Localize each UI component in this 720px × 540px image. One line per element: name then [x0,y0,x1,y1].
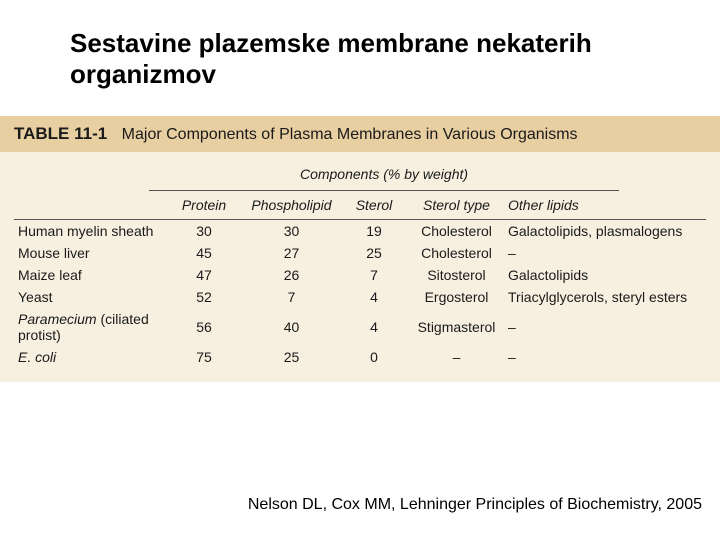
cell-sterol_type: Cholesterol [409,242,504,264]
cell-other-lipids: – [504,242,706,264]
cell-other-lipids: – [504,346,706,368]
table-row: Yeast5274ErgosterolTriacylglycerols, ste… [14,286,706,308]
cell-organism: Maize leaf [14,264,164,286]
table-figure: TABLE 11-1 Major Components of Plasma Me… [0,116,720,382]
col-protein: Protein [164,191,244,220]
cell-other-lipids: Galactolipids, plasmalogens [504,220,706,243]
table-caption: Major Components of Plasma Membranes in … [122,126,578,143]
cell-phospholipid: 27 [244,242,339,264]
table-row: Human myelin sheath303019CholesterolGala… [14,220,706,243]
col-sterol: Sterol [339,191,409,220]
cell-sterol: 4 [339,286,409,308]
cell-sterol_type: – [409,346,504,368]
cell-phospholipid: 30 [244,220,339,243]
cell-phospholipid: 7 [244,286,339,308]
cell-sterol_type: Ergosterol [409,286,504,308]
cell-protein: 56 [164,308,244,346]
cell-protein: 75 [164,346,244,368]
cell-protein: 30 [164,220,244,243]
cell-sterol_type: Sitosterol [409,264,504,286]
cell-protein: 52 [164,286,244,308]
col-phospholipid: Phospholipid [244,191,339,220]
cell-sterol_type: Cholesterol [409,220,504,243]
cell-other-lipids: Galactolipids [504,264,706,286]
cell-protein: 45 [164,242,244,264]
table-row: E. coli75250–– [14,346,706,368]
table-super-header: Components (% by weight) [149,162,619,191]
table-row: Paramecium (ciliated protist)56404Stigma… [14,308,706,346]
cell-sterol: 7 [339,264,409,286]
cell-other-lipids: Triacylglycerols, steryl esters [504,286,706,308]
slide-title: Sestavine plazemske membrane nekaterih o… [0,0,640,90]
col-organism [14,191,164,220]
col-other-lipids: Other lipids [504,191,706,220]
citation: Nelson DL, Cox MM, Lehninger Principles … [248,496,702,514]
table-header-bar: TABLE 11-1 Major Components of Plasma Me… [0,116,720,152]
table-rows: Human myelin sheath303019CholesterolGala… [14,220,706,369]
cell-phospholipid: 40 [244,308,339,346]
table-row: Maize leaf47267SitosterolGalactolipids [14,264,706,286]
cell-organism: Paramecium (ciliated protist) [14,308,164,346]
cell-organism: E. coli [14,346,164,368]
cell-phospholipid: 26 [244,264,339,286]
cell-sterol: 0 [339,346,409,368]
cell-sterol: 19 [339,220,409,243]
column-header-row: Protein Phospholipid Sterol Sterol type … [14,191,706,220]
cell-sterol_type: Stigmasterol [409,308,504,346]
cell-other-lipids: – [504,308,706,346]
col-sterol-type: Sterol type [409,191,504,220]
cell-sterol: 4 [339,308,409,346]
table-number: TABLE 11-1 [14,124,107,143]
cell-organism: Human myelin sheath [14,220,164,243]
cell-protein: 47 [164,264,244,286]
table-body: Components (% by weight) Protein Phospho… [0,152,720,382]
cell-sterol: 25 [339,242,409,264]
table-row: Mouse liver452725Cholesterol– [14,242,706,264]
cell-organism: Yeast [14,286,164,308]
cell-organism: Mouse liver [14,242,164,264]
cell-phospholipid: 25 [244,346,339,368]
data-table: Protein Phospholipid Sterol Sterol type … [14,191,706,368]
